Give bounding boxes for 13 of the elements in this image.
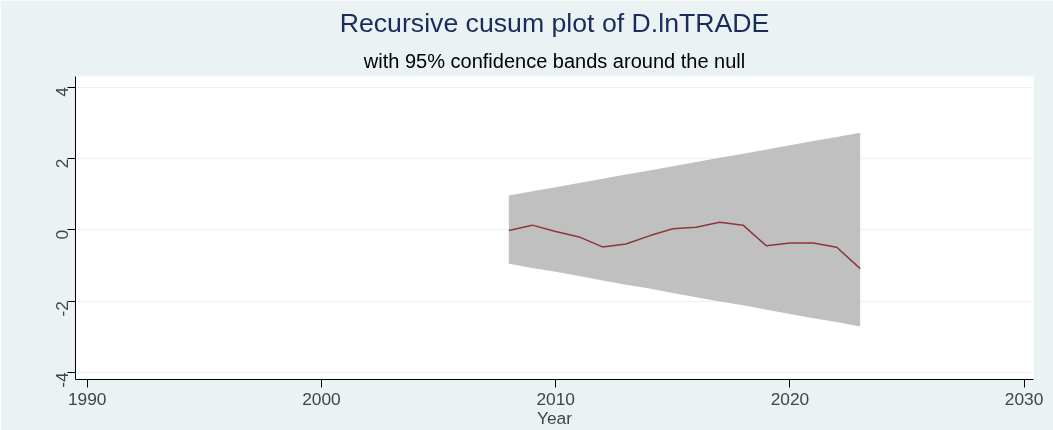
chart-title: Recursive cusum plot of D.lnTRADE [339, 7, 770, 38]
x-tick-label: 1990 [67, 388, 107, 409]
x-tick-label: 2030 [1004, 388, 1044, 409]
y-tick-label: 0 [52, 229, 73, 240]
x-tick-label: 2000 [302, 388, 341, 409]
y-tick-label: 4 [52, 86, 73, 97]
y-tick-label: 2 [52, 158, 73, 169]
x-tick-label: 2010 [536, 388, 575, 409]
chart-subtitle: with 95% confidence bands around the null [362, 49, 746, 72]
x-tick-label: 2020 [770, 388, 810, 409]
y-tick-label: -2 [52, 301, 73, 317]
y-tick-label: -4 [52, 372, 73, 388]
x-axis-title: Year [536, 407, 573, 428]
